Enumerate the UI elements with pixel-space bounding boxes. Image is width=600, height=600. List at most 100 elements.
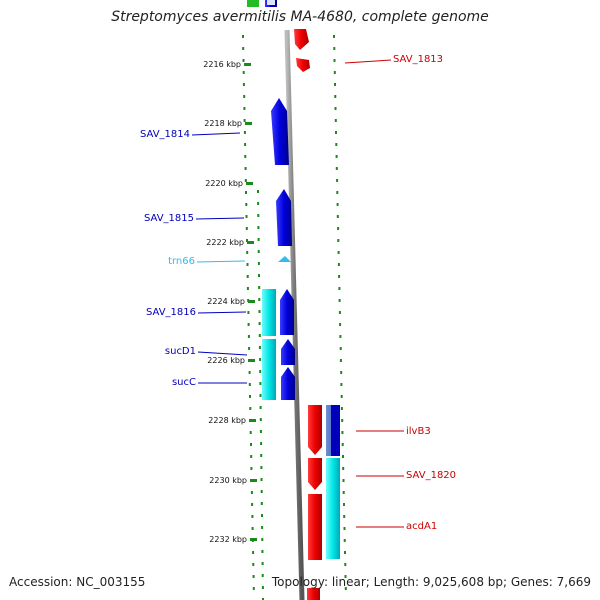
ruler-dot [341,443,344,446]
gene-label[interactable]: sucC [172,377,196,388]
tick-mark [248,359,255,362]
cog-block-sav1820 [326,458,340,559]
ruler-dot [340,383,343,386]
gene-label[interactable]: sucD1 [165,346,196,357]
ruler-dot [342,479,345,482]
ruler-dot [247,335,250,338]
tick-label: 2218 kbp [204,119,242,128]
ruler-dot [242,71,245,74]
gene-succ [281,367,295,400]
ruler-dot [260,478,263,481]
tick-label: 2226 kbp [207,356,245,365]
ruler-dot [335,155,338,158]
gene-acda1 [308,494,322,560]
ruler-dot [245,227,248,230]
ruler-dot [257,250,260,253]
gene-label[interactable]: SAV_1814 [140,129,190,140]
ruler-dot [337,263,340,266]
tick-mark [247,241,254,244]
ruler-dot [242,35,244,38]
ruler-dot [262,598,264,600]
ruler-dot [247,323,250,326]
ruler-dot [333,47,336,50]
gene-label[interactable]: ilvB3 [406,426,431,437]
ruler-dot [243,119,246,122]
ruler-dot [252,575,255,578]
ruler-dot [246,263,249,266]
ruler-dot [247,311,250,314]
gene-leader-line [344,59,392,64]
gene-label[interactable]: SAV_1816 [146,307,196,318]
gene-label[interactable]: SAV_1815 [144,213,194,224]
ruler-dot [245,191,247,194]
gene-label[interactable]: trn66 [168,256,195,267]
ruler-dot [261,586,264,589]
ruler-dot [339,347,342,350]
ruler-dot [260,442,263,445]
cog-block-sav1816 [262,289,276,336]
tick-mark [250,538,257,541]
accession-text: Accession: NC_003155 [9,575,146,589]
ruler-dot [243,131,246,134]
ruler-dot [336,203,339,206]
gene-label[interactable]: acdA1 [406,521,437,532]
ruler-dot [252,563,255,566]
gene-bottom-red [307,588,320,600]
ruler-dot [339,323,342,326]
ruler-dot [248,347,251,350]
ruler-dot [261,526,264,529]
ruler-dot [244,179,247,182]
tick-label: 2232 kbp [209,535,247,544]
ruler-dot [343,515,346,518]
ruler-dot [257,190,259,193]
ruler-dot [245,203,248,206]
ruler-dot [343,527,346,530]
ruler-dot [340,407,343,410]
ruler-dot [258,274,260,277]
ruler-dot [334,119,337,122]
ruler-dot [248,383,251,386]
ruler-dot [333,59,336,62]
tick-label: 2222 kbp [206,238,244,247]
ruler-dot [258,334,261,337]
ruler-dot [261,562,264,565]
ruler-dot [335,131,337,134]
tick-labels: 2216 kbp 2218 kbp 2220 kbp 2222 kbp 2224 kbp… [203,60,257,544]
ruler-dot [259,418,262,421]
ruler-dot [342,491,345,494]
ruler-dot [258,310,261,313]
gene-label[interactable]: SAV_1813 [393,54,443,65]
gene-leader-line [195,217,245,220]
ruler-dot [258,286,261,289]
ruler-dot [257,202,260,205]
tick-mark [245,122,252,125]
ruler-dot [261,538,264,541]
ruler-dot [340,395,343,398]
ruler-dot [259,370,262,373]
tick-label: 2230 kbp [209,476,247,485]
cds-feature-top-white [267,0,275,5]
gene-label[interactable]: SAV_1820 [406,470,456,481]
ruler-dot [260,454,263,457]
tick-mark [246,182,253,185]
ruler-dot [338,287,341,290]
ruler-dot [341,419,344,422]
ruler-dot [337,239,340,242]
tick-mark [244,63,251,66]
ruler-dot [338,275,341,278]
gene-sav1815 [276,189,292,246]
ruler-dot [344,563,347,566]
ruler-dot [250,467,253,470]
ruler-dot [259,430,262,433]
ruler-dot [243,107,246,110]
ruler-dot [245,215,248,218]
ruler-dot [333,35,335,38]
ruler-dot [344,575,347,578]
ruler-dot [258,298,261,301]
ruler-dot [259,406,262,409]
ruler-dot [338,311,341,314]
ruler-dot [261,574,264,577]
ruler-dot [243,95,246,98]
ruler-dot [249,395,251,398]
